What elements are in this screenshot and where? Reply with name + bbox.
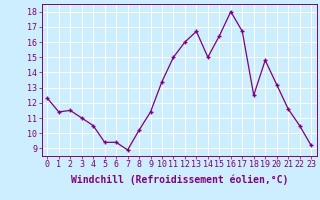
X-axis label: Windchill (Refroidissement éolien,°C): Windchill (Refroidissement éolien,°C) [70, 175, 288, 185]
